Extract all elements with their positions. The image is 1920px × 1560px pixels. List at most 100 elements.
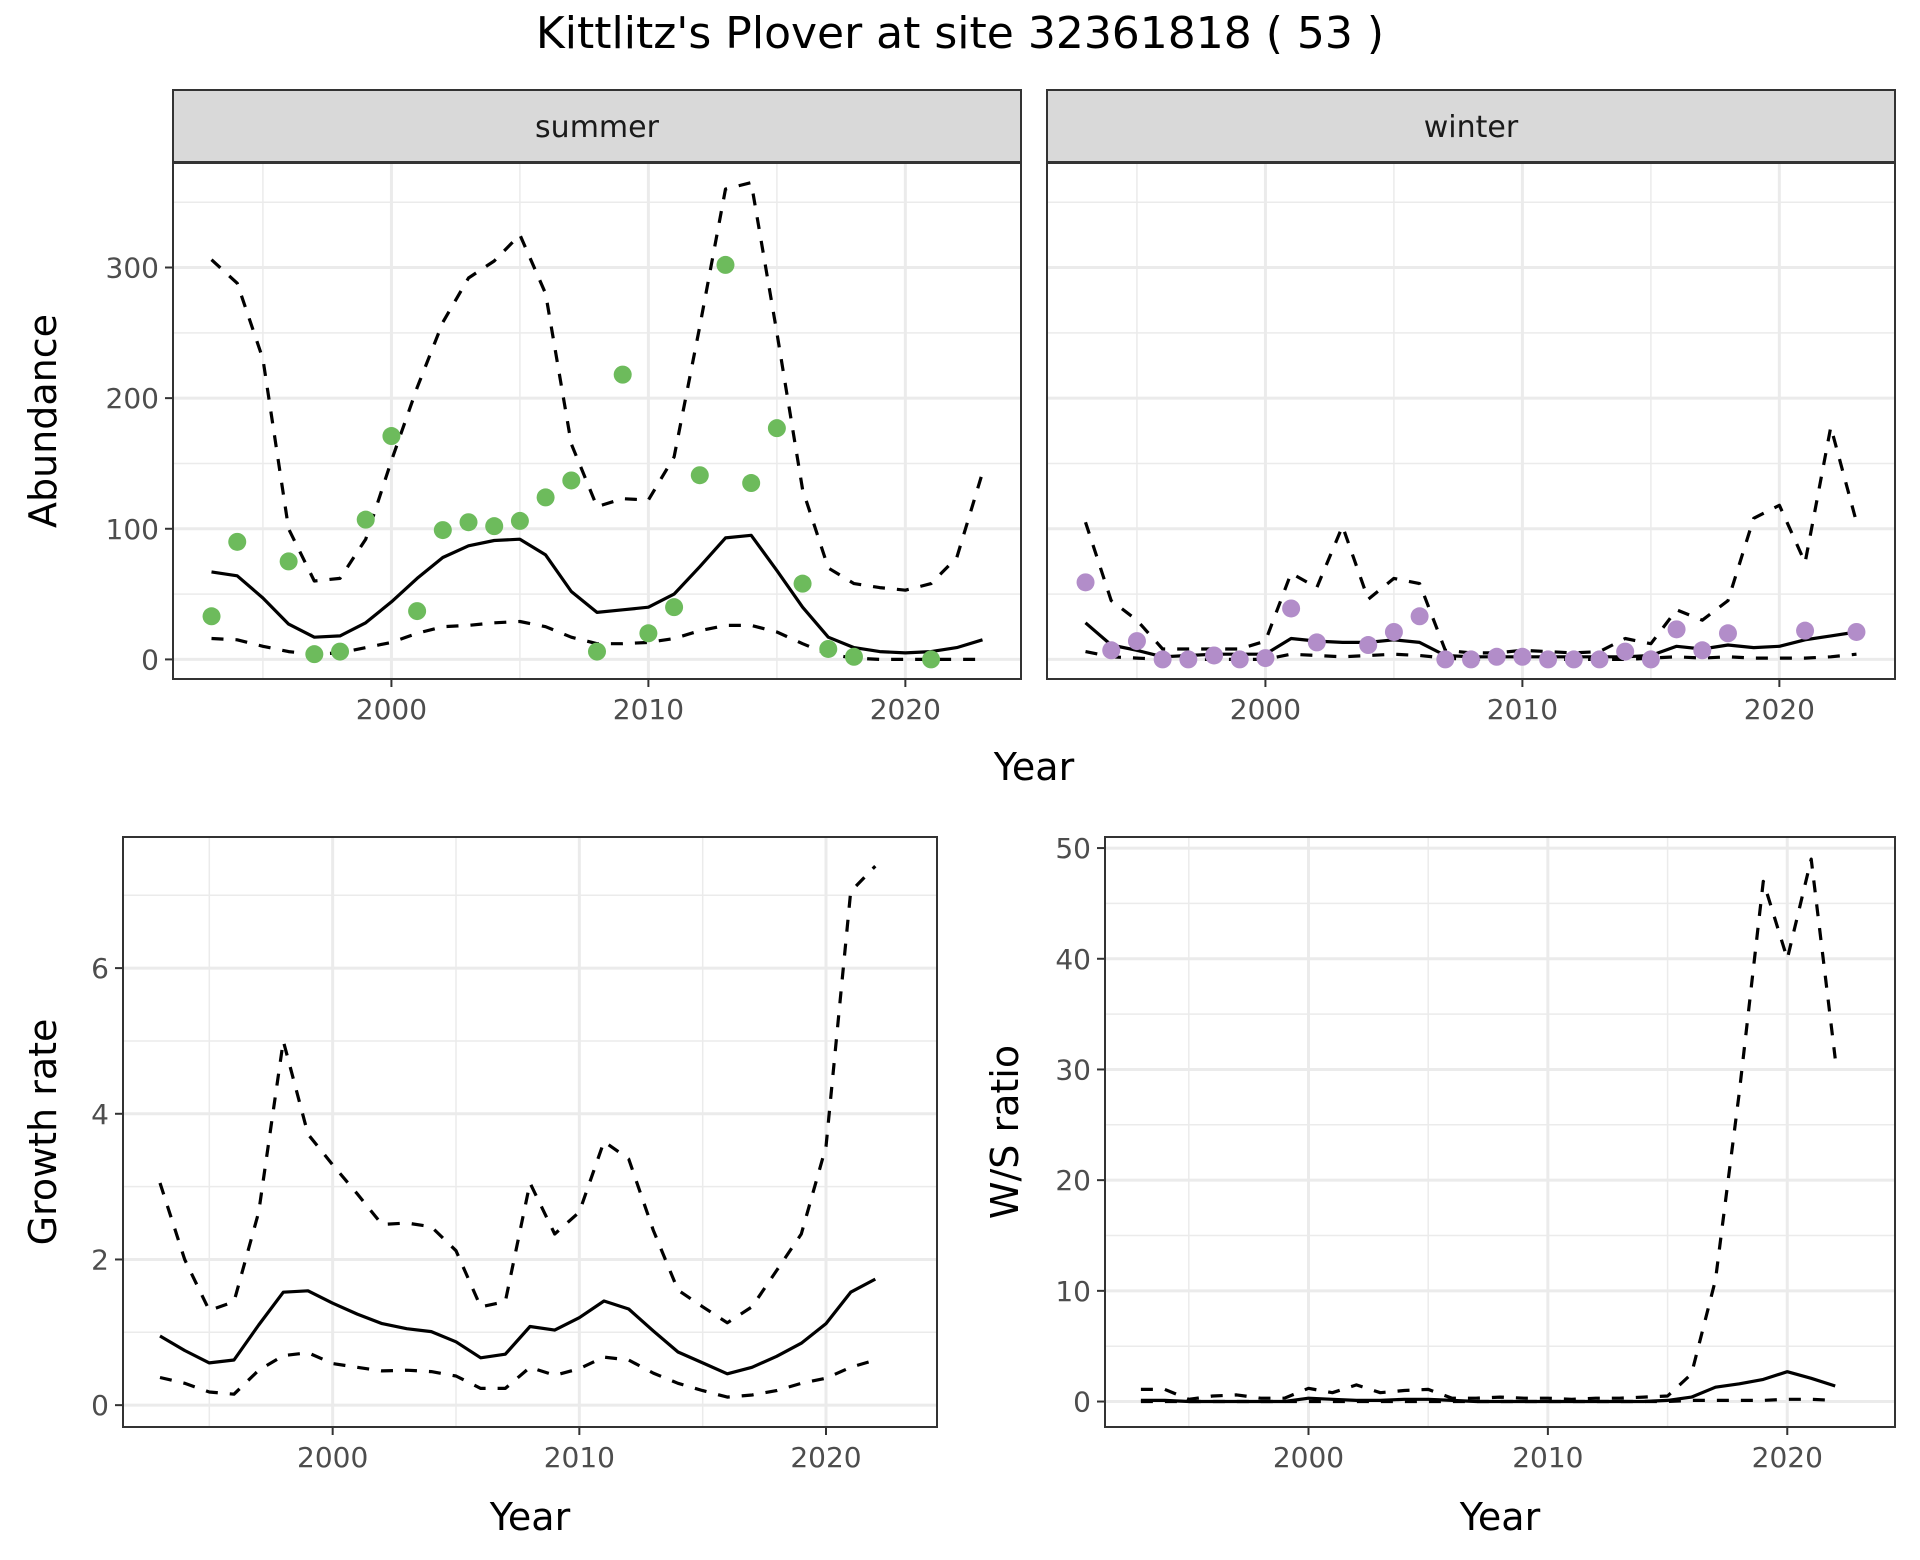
data-point xyxy=(1307,633,1326,652)
upper-ci-line xyxy=(158,864,877,1325)
x-tick-label: 2010 xyxy=(613,693,684,726)
data-point xyxy=(1076,573,1095,592)
data-point xyxy=(1487,647,1506,666)
data-point xyxy=(305,645,324,664)
panel-background xyxy=(173,163,1021,679)
x-tick-label: 2020 xyxy=(1752,1441,1823,1474)
data-point xyxy=(1667,620,1686,639)
data-point xyxy=(613,365,632,384)
x-tick-label: 2020 xyxy=(790,1441,861,1474)
data-point xyxy=(1410,607,1429,626)
data-point xyxy=(922,650,941,669)
y-axis-label-ws: W/S ratio xyxy=(983,1045,1027,1219)
facet-label-winter: winter xyxy=(1424,110,1519,145)
y-tick-label: 20 xyxy=(1055,1164,1091,1197)
y-tick-label: 4 xyxy=(91,1098,109,1131)
mean-line xyxy=(159,1277,877,1376)
panel-background xyxy=(123,837,937,1427)
data-point xyxy=(639,624,658,643)
y-axis-label-abundance: Abundance xyxy=(21,314,65,528)
upper-ci-line xyxy=(1140,857,1837,1401)
panel-border xyxy=(172,162,1022,680)
y-tick-label: 0 xyxy=(141,643,159,676)
data-point xyxy=(536,488,555,507)
data-point xyxy=(1205,646,1224,665)
ws-ratio-panel xyxy=(1097,836,1896,1435)
y-tick-label: 300 xyxy=(106,252,159,285)
data-point xyxy=(1513,647,1532,666)
data-point xyxy=(1230,650,1249,669)
y-axis-label-growth: Growth rate xyxy=(21,1019,65,1246)
data-point xyxy=(459,513,478,532)
data-point xyxy=(793,574,812,593)
data-point xyxy=(331,642,350,661)
data-point xyxy=(819,639,838,658)
y-tick-label: 40 xyxy=(1055,943,1091,976)
data-point xyxy=(1616,642,1635,661)
upper-ci-line xyxy=(1083,425,1859,655)
data-point xyxy=(202,607,221,626)
y-tick-label: 2 xyxy=(91,1243,109,1276)
data-point xyxy=(356,510,375,529)
data-point xyxy=(408,602,427,621)
data-point xyxy=(844,647,863,666)
summer-panel xyxy=(165,162,1022,687)
data-point xyxy=(1153,650,1172,669)
data-point xyxy=(1282,599,1301,618)
y-tick-label: 6 xyxy=(91,952,109,985)
y-tick-label: 0 xyxy=(1073,1386,1091,1419)
data-point xyxy=(1847,622,1866,641)
data-point xyxy=(485,517,504,536)
x-tick-label: 2010 xyxy=(544,1441,615,1474)
panel-border xyxy=(122,836,938,1428)
x-tick-label: 2020 xyxy=(1744,693,1815,726)
data-point xyxy=(510,511,529,530)
data-point xyxy=(1590,650,1609,669)
data-point xyxy=(1102,641,1121,660)
data-point xyxy=(1462,650,1480,669)
panel-border xyxy=(1104,836,1896,1428)
data-point xyxy=(1359,636,1378,655)
data-point xyxy=(767,419,786,438)
mean-line xyxy=(1140,1370,1836,1404)
data-point xyxy=(1641,650,1660,669)
mean-line xyxy=(211,533,983,655)
data-point xyxy=(1718,624,1737,643)
x-tick-label: 2000 xyxy=(1230,693,1301,726)
x-axis-label-growth: Year xyxy=(489,1495,571,1539)
facet-strip-summer xyxy=(172,89,1022,163)
data-point xyxy=(562,471,581,490)
y-tick-label: 10 xyxy=(1055,1275,1091,1308)
data-point xyxy=(433,521,452,540)
facet-label-summer: summer xyxy=(535,110,660,145)
data-point xyxy=(1796,621,1815,640)
panel-background xyxy=(1047,163,1895,679)
x-tick-label: 2000 xyxy=(356,693,427,726)
data-point xyxy=(1384,622,1403,641)
data-point xyxy=(716,255,735,274)
panel-border xyxy=(1046,162,1896,680)
data-point xyxy=(1564,650,1583,669)
chart-title: Kittlitz's Plover at site 32361818 ( 53 … xyxy=(535,8,1385,59)
data-point xyxy=(279,552,298,571)
y-tick-label: 30 xyxy=(1055,1053,1091,1086)
data-point xyxy=(228,532,247,551)
data-point xyxy=(742,474,761,493)
x-tick-label: 2000 xyxy=(297,1441,368,1474)
x-tick-label: 2010 xyxy=(1512,1441,1583,1474)
data-point xyxy=(1256,649,1275,668)
data-point xyxy=(1693,641,1712,660)
data-point xyxy=(1436,650,1455,669)
x-tick-label: 2000 xyxy=(1273,1441,1344,1474)
data-point xyxy=(1539,650,1558,669)
upper-ci-line xyxy=(210,181,985,592)
x-tick-label: 2010 xyxy=(1487,693,1558,726)
y-tick-label: 200 xyxy=(106,382,159,415)
data-point xyxy=(382,427,401,446)
panel-background xyxy=(1105,837,1895,1427)
data-point xyxy=(588,642,606,661)
data-point xyxy=(1179,650,1198,669)
x-axis-label-abundance: Year xyxy=(993,745,1075,789)
y-tick-label: 100 xyxy=(106,513,159,546)
